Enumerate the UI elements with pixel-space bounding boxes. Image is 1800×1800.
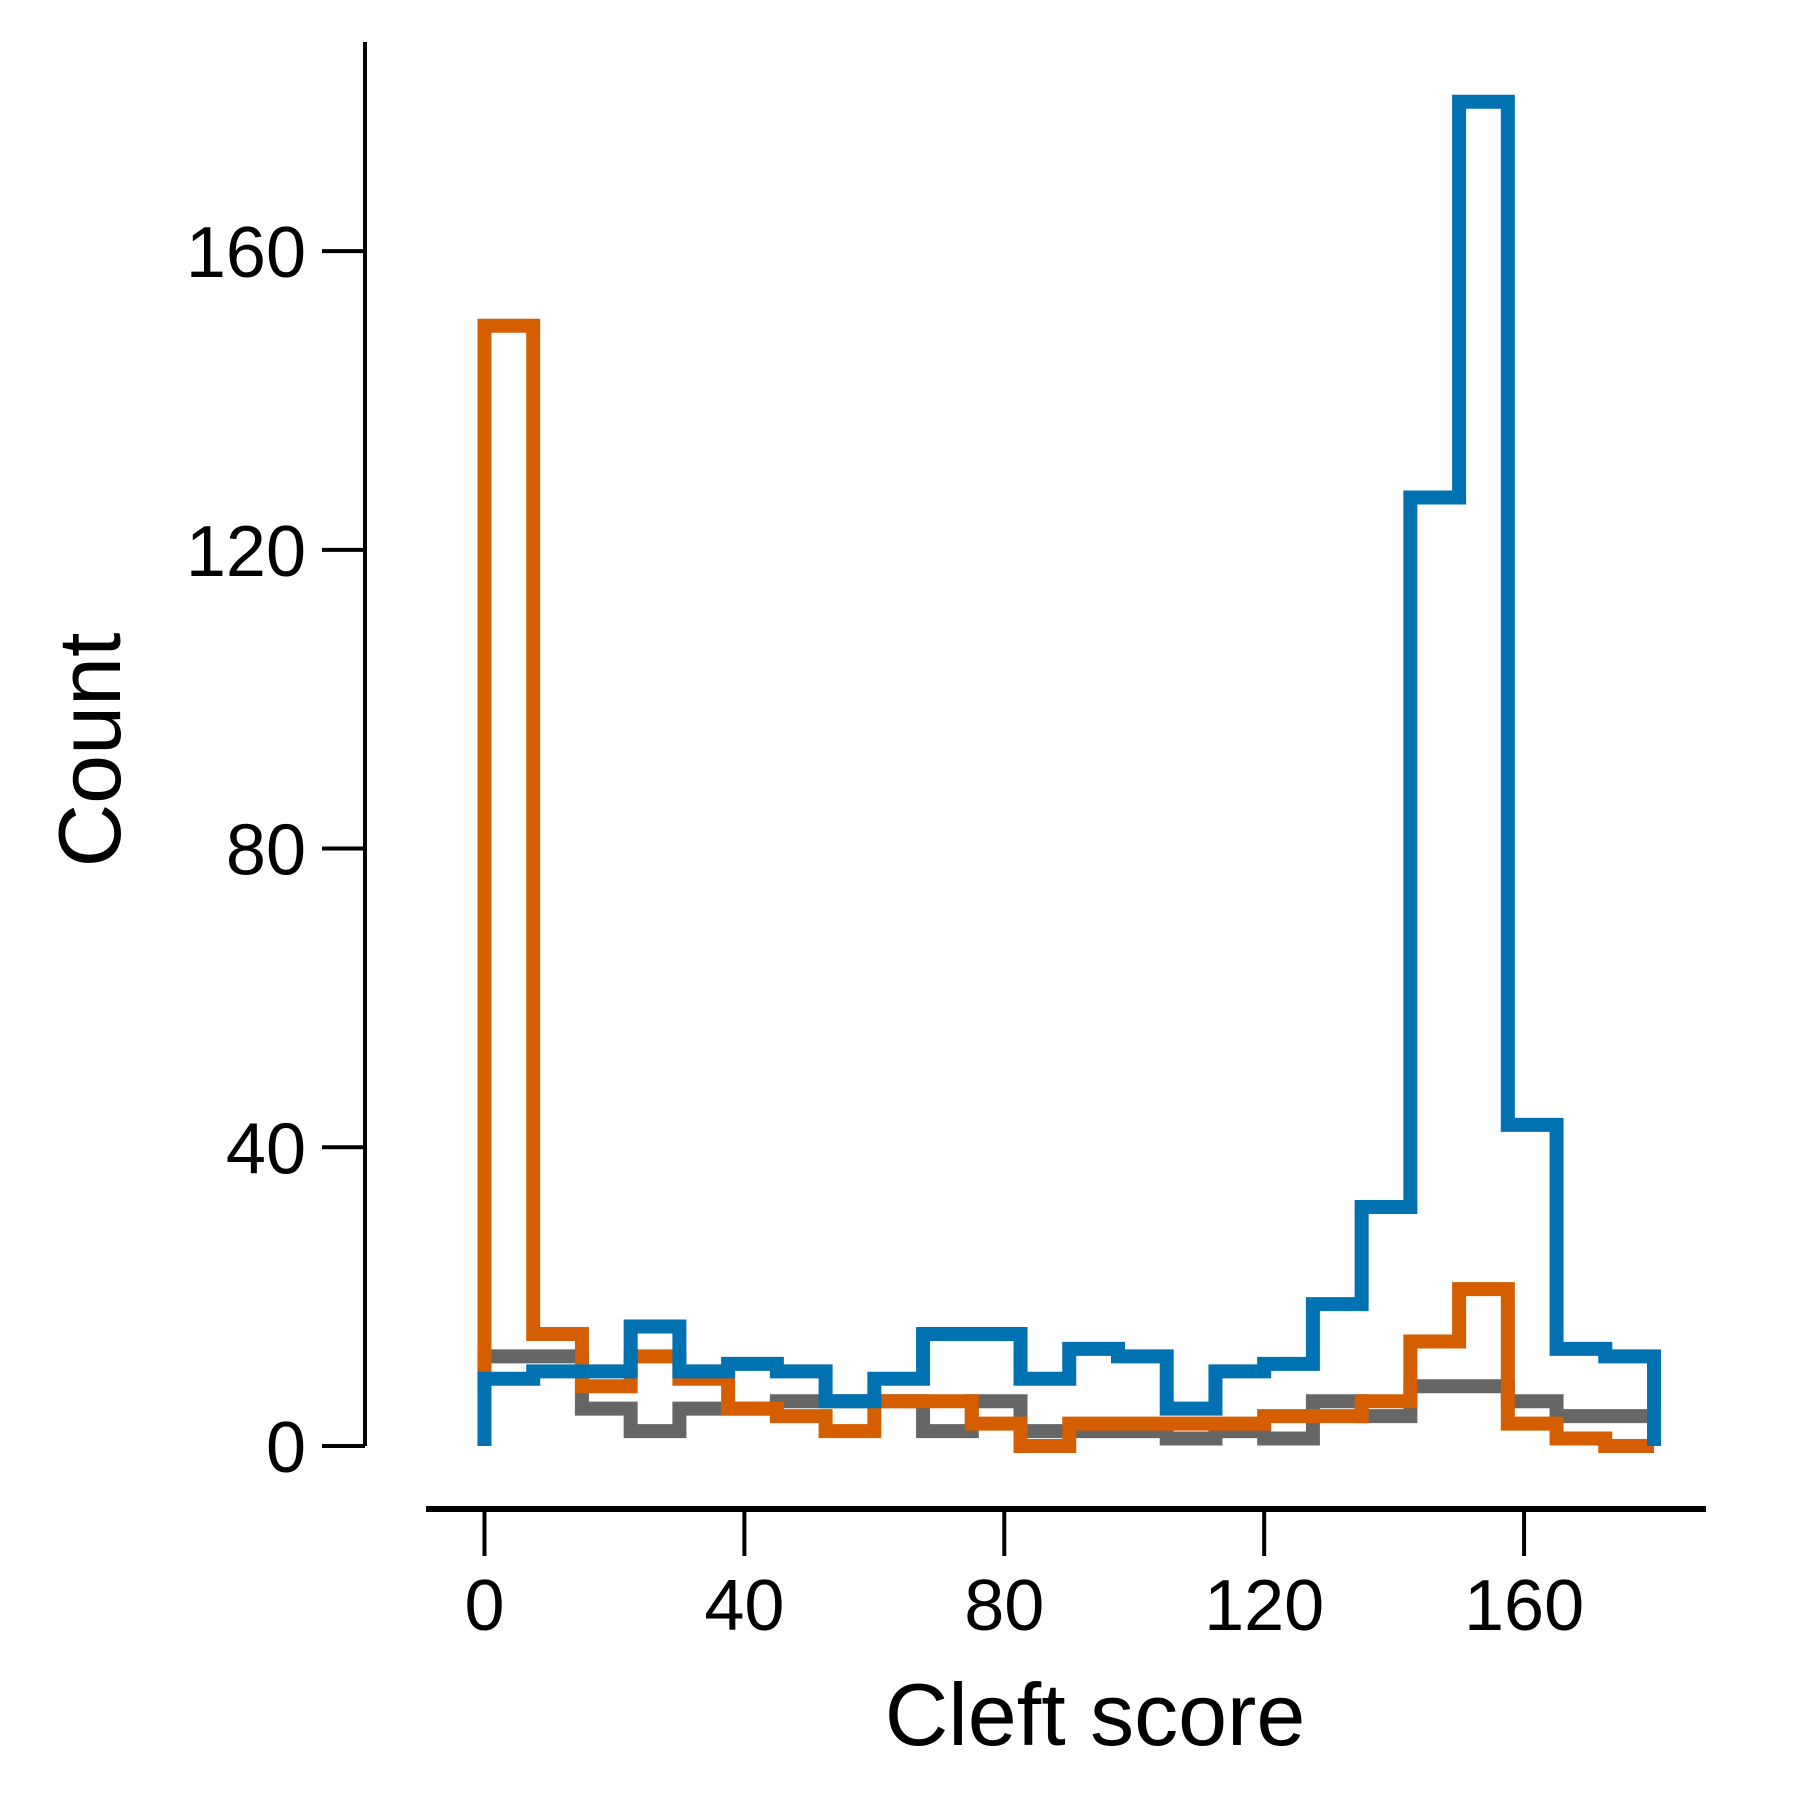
- x-tick-label: 80: [964, 1566, 1044, 1646]
- y-tick-label: 40: [226, 1109, 306, 1189]
- histogram-series-1: [477, 1349, 1662, 1446]
- histogram-series-2: [477, 318, 1655, 1453]
- x-axis-title: Cleft score: [885, 1665, 1306, 1764]
- histogram-series-3: [477, 94, 1662, 1446]
- y-axis-title: Count: [40, 633, 139, 868]
- y-tick-label: 0: [266, 1408, 306, 1488]
- y-tick-label: 160: [186, 213, 306, 293]
- y-axis-ticks: 0 40 80 120 160: [186, 213, 365, 1488]
- x-tick-label: 120: [1204, 1566, 1324, 1646]
- x-axis-ticks: 0 40 80 120 160: [464, 1512, 1584, 1646]
- y-tick-label: 120: [186, 512, 306, 592]
- x-tick-label: 40: [704, 1566, 784, 1646]
- plot-area: [477, 94, 1662, 1453]
- x-tick-label: 160: [1464, 1566, 1584, 1646]
- x-tick-label: 0: [464, 1566, 504, 1646]
- y-tick-label: 80: [226, 811, 306, 891]
